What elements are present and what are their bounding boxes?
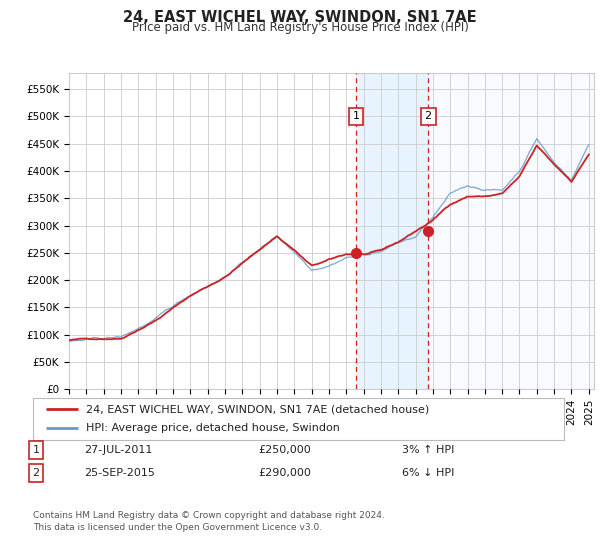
Bar [356, 73, 428, 389]
Text: 6% ↓ HPI: 6% ↓ HPI [402, 468, 454, 478]
Text: 24, EAST WICHEL WAY, SWINDON, SN1 7AE: 24, EAST WICHEL WAY, SWINDON, SN1 7AE [123, 10, 477, 25]
Text: 27-JUL-2011: 27-JUL-2011 [84, 445, 152, 455]
Text: 1: 1 [32, 445, 40, 455]
Text: Contains HM Land Registry data © Crown copyright and database right 2024.
This d: Contains HM Land Registry data © Crown c… [33, 511, 385, 532]
Bar [428, 73, 594, 389]
Text: Price paid vs. HM Land Registry's House Price Index (HPI): Price paid vs. HM Land Registry's House … [131, 21, 469, 34]
Text: 1: 1 [353, 111, 359, 122]
Text: 2: 2 [425, 111, 432, 122]
Text: £290,000: £290,000 [258, 468, 311, 478]
Text: HPI: Average price, detached house, Swindon: HPI: Average price, detached house, Swin… [86, 423, 340, 433]
Text: £250,000: £250,000 [258, 445, 311, 455]
Text: 24, EAST WICHEL WAY, SWINDON, SN1 7AE (detached house): 24, EAST WICHEL WAY, SWINDON, SN1 7AE (d… [86, 404, 430, 414]
Text: 25-SEP-2015: 25-SEP-2015 [84, 468, 155, 478]
Text: 2: 2 [32, 468, 40, 478]
Text: 3% ↑ HPI: 3% ↑ HPI [402, 445, 454, 455]
